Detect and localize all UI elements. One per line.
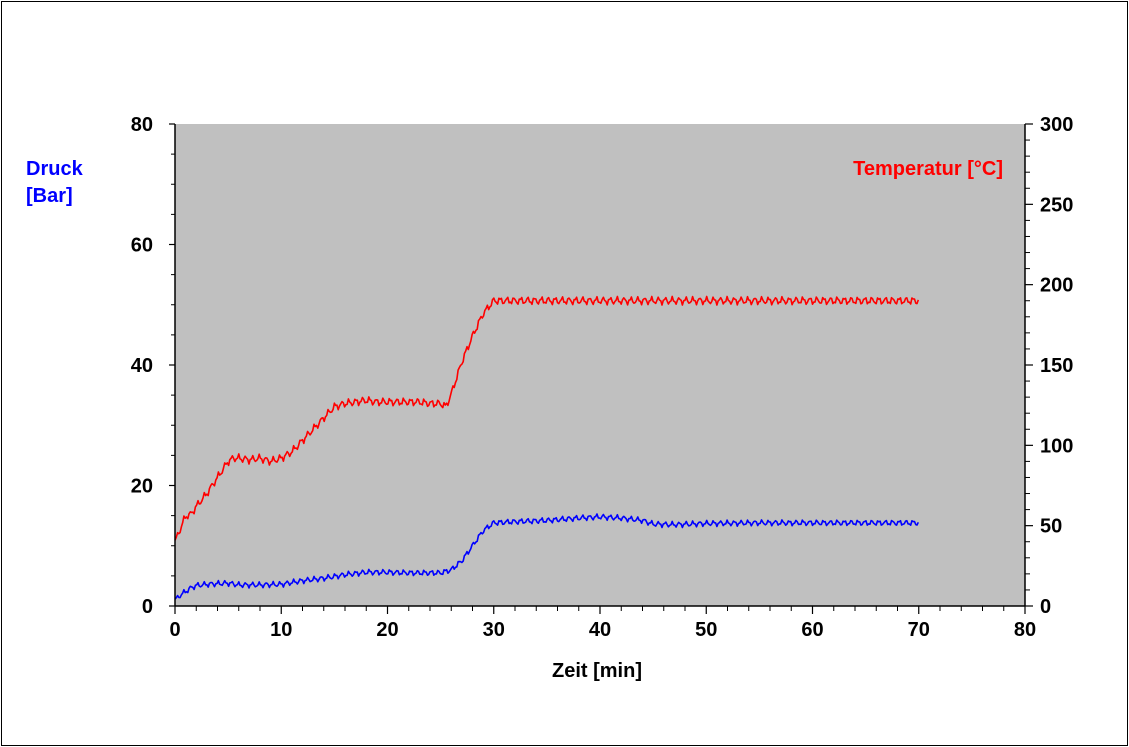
y-right-tick-label: 300: [1040, 114, 1073, 136]
temperatur-series-line: [174, 295, 920, 541]
y-left-tick-label: 0: [142, 596, 153, 618]
x-tick-label: 30: [483, 619, 505, 641]
y-right-tick-label: 200: [1040, 275, 1073, 297]
x-tick-label: 50: [695, 619, 717, 641]
plot-area: [175, 124, 1025, 606]
y-left-tick-label: 80: [131, 114, 153, 136]
x-tick-label: 60: [801, 619, 823, 641]
x-tick-label: 40: [589, 619, 611, 641]
x-tick-label: 0: [169, 619, 180, 641]
y-right-title: Temperatur [°C]: [853, 158, 1003, 180]
y-right-tick-label: 0: [1040, 596, 1051, 618]
x-axis-title: Zeit [min]: [552, 660, 642, 682]
y-right-tick-label: 250: [1040, 194, 1073, 216]
druck-series-line: [174, 513, 920, 600]
ticks-layer: 0 10 20 30 40 50 60 70 8002040608005010015020025…: [131, 114, 1074, 641]
x-tick-label: 70: [908, 619, 930, 641]
y-right-tick-label: 50: [1040, 516, 1062, 538]
y-right-tick-label: 100: [1040, 435, 1073, 457]
y-left-title-line2: [Bar]: [26, 185, 73, 207]
series-layer: [174, 295, 920, 600]
y-left-tick-label: 60: [131, 235, 153, 257]
y-left-title-line1: Druck: [26, 158, 84, 180]
x-tick-label: 80: [1014, 619, 1036, 641]
y-left-tick-label: 20: [131, 476, 153, 498]
x-tick-label: 20: [376, 619, 398, 641]
y-left-tick-label: 40: [131, 355, 153, 377]
y-right-tick-label: 150: [1040, 355, 1073, 377]
x-tick-label: 10: [270, 619, 292, 641]
